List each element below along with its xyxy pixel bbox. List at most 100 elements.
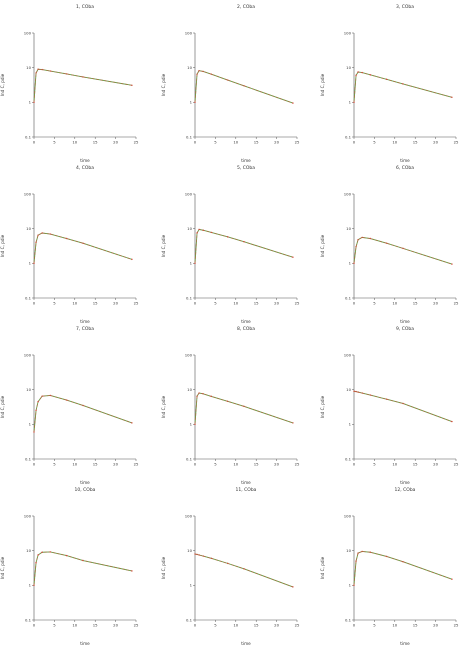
x-tick-label: 5 bbox=[373, 462, 376, 467]
y-tick-label: 0.1 bbox=[345, 134, 352, 139]
x-tick-label: 25 bbox=[134, 462, 139, 467]
y-tick-label: 100 bbox=[185, 191, 193, 196]
data-point bbox=[41, 395, 43, 397]
series-line bbox=[33, 395, 133, 433]
series-line bbox=[353, 550, 453, 586]
data-point bbox=[35, 409, 37, 412]
y-tick-label: 1 bbox=[29, 100, 32, 105]
x-tick-label: 15 bbox=[254, 623, 259, 628]
data-point bbox=[41, 232, 43, 234]
data-point bbox=[33, 262, 35, 265]
x-tick-label: 10 bbox=[392, 140, 397, 145]
data-point bbox=[194, 423, 196, 426]
x-tick-label: 25 bbox=[134, 301, 139, 306]
series-line bbox=[194, 553, 294, 588]
data-point bbox=[202, 393, 204, 395]
series-line-overlay bbox=[33, 551, 133, 586]
x-tick-label: 20 bbox=[274, 623, 279, 628]
y-tick-label: 100 bbox=[24, 352, 32, 357]
panel-title: 2, COba bbox=[237, 4, 255, 10]
data-point bbox=[65, 237, 68, 240]
data-point bbox=[353, 101, 355, 104]
data-point bbox=[65, 73, 68, 75]
y-axis-label: Ind C, pdie bbox=[0, 234, 5, 257]
panel-5: 5, COba 0.1 1 10 100 0 5 10 15 20 25 time Ind C, pdi… bbox=[161, 165, 300, 324]
x-tick-label: 20 bbox=[433, 623, 438, 628]
x-tick-label: 10 bbox=[233, 462, 238, 467]
data-point bbox=[202, 555, 204, 557]
data-point bbox=[361, 236, 363, 239]
data-point bbox=[41, 551, 43, 553]
x-tick-label: 15 bbox=[413, 623, 418, 628]
data-point bbox=[82, 242, 84, 244]
y-tick-label: 10 bbox=[187, 387, 192, 392]
data-point bbox=[357, 552, 359, 554]
y-tick-label: 10 bbox=[187, 226, 192, 231]
series-line bbox=[33, 551, 133, 586]
x-tick-label: 5 bbox=[214, 301, 217, 306]
x-tick-label: 20 bbox=[274, 301, 279, 306]
panel-10: 10, COba 0.1 1 10 100 0 5 10 15 20 25 time Ind C, pd… bbox=[0, 487, 139, 646]
data-point bbox=[198, 228, 200, 231]
y-axis-label: Ind C, pdie bbox=[161, 395, 166, 418]
x-tick-label: 0 bbox=[33, 623, 36, 628]
data-point bbox=[131, 422, 133, 424]
x-tick-label: 10 bbox=[72, 301, 77, 306]
data-point bbox=[131, 258, 133, 261]
x-tick-label: 0 bbox=[33, 462, 36, 467]
data-point bbox=[385, 555, 388, 558]
data-point bbox=[451, 420, 453, 423]
series-line-overlay bbox=[353, 236, 453, 265]
panel-title: 4, COba bbox=[76, 165, 94, 171]
data-point bbox=[369, 74, 372, 76]
x-tick-label: 25 bbox=[295, 623, 300, 628]
y-axis-label: Ind C, pdie bbox=[161, 73, 166, 96]
x-tick-label: 10 bbox=[233, 623, 238, 628]
y-tick-label: 100 bbox=[24, 513, 32, 518]
y-axis-label: Ind C, pdie bbox=[320, 556, 325, 579]
panel-title: 10, COba bbox=[75, 487, 96, 493]
data-point bbox=[385, 78, 388, 81]
series-line-overlay bbox=[353, 550, 453, 586]
series-line-overlay bbox=[353, 71, 453, 103]
y-tick-label: 10 bbox=[346, 65, 351, 70]
data-point bbox=[355, 246, 357, 248]
data-point bbox=[37, 234, 39, 236]
data-point bbox=[385, 242, 388, 244]
x-tick-label: 20 bbox=[274, 462, 279, 467]
x-tick-label: 5 bbox=[373, 301, 376, 306]
data-point bbox=[35, 72, 37, 74]
data-point bbox=[198, 554, 200, 556]
data-point bbox=[33, 101, 35, 104]
series-line bbox=[353, 390, 453, 423]
y-axis-label: Ind C, pdie bbox=[0, 395, 5, 418]
data-point bbox=[357, 239, 359, 241]
x-axis-label: time bbox=[241, 480, 251, 485]
data-point bbox=[202, 70, 204, 73]
y-axis-label: Ind C, pdie bbox=[320, 73, 325, 96]
data-point bbox=[402, 561, 404, 563]
x-tick-label: 15 bbox=[413, 140, 418, 145]
data-point bbox=[37, 68, 39, 70]
data-point bbox=[41, 68, 43, 71]
data-point bbox=[226, 562, 229, 565]
panel-title: 11, COba bbox=[236, 487, 257, 493]
y-tick-label: 100 bbox=[344, 513, 352, 518]
panel-title: 5, COba bbox=[237, 165, 255, 171]
panel-9: 9, COba 0.1 1 10 100 0 5 10 15 20 25 time Ind C, pdi… bbox=[320, 326, 459, 485]
y-tick-label: 10 bbox=[26, 387, 31, 392]
data-point bbox=[194, 262, 196, 265]
x-tick-label: 15 bbox=[254, 462, 259, 467]
y-tick-label: 10 bbox=[187, 548, 192, 553]
data-point bbox=[194, 553, 196, 555]
data-point bbox=[361, 550, 363, 553]
x-axis-label: time bbox=[400, 641, 410, 646]
x-tick-label: 20 bbox=[433, 462, 438, 467]
data-point bbox=[49, 233, 52, 235]
series-line bbox=[353, 236, 453, 265]
data-point bbox=[292, 256, 294, 258]
x-axis-label: time bbox=[241, 641, 251, 646]
y-tick-label: 10 bbox=[346, 226, 351, 231]
data-point bbox=[292, 102, 294, 104]
y-tick-label: 1 bbox=[349, 583, 352, 588]
